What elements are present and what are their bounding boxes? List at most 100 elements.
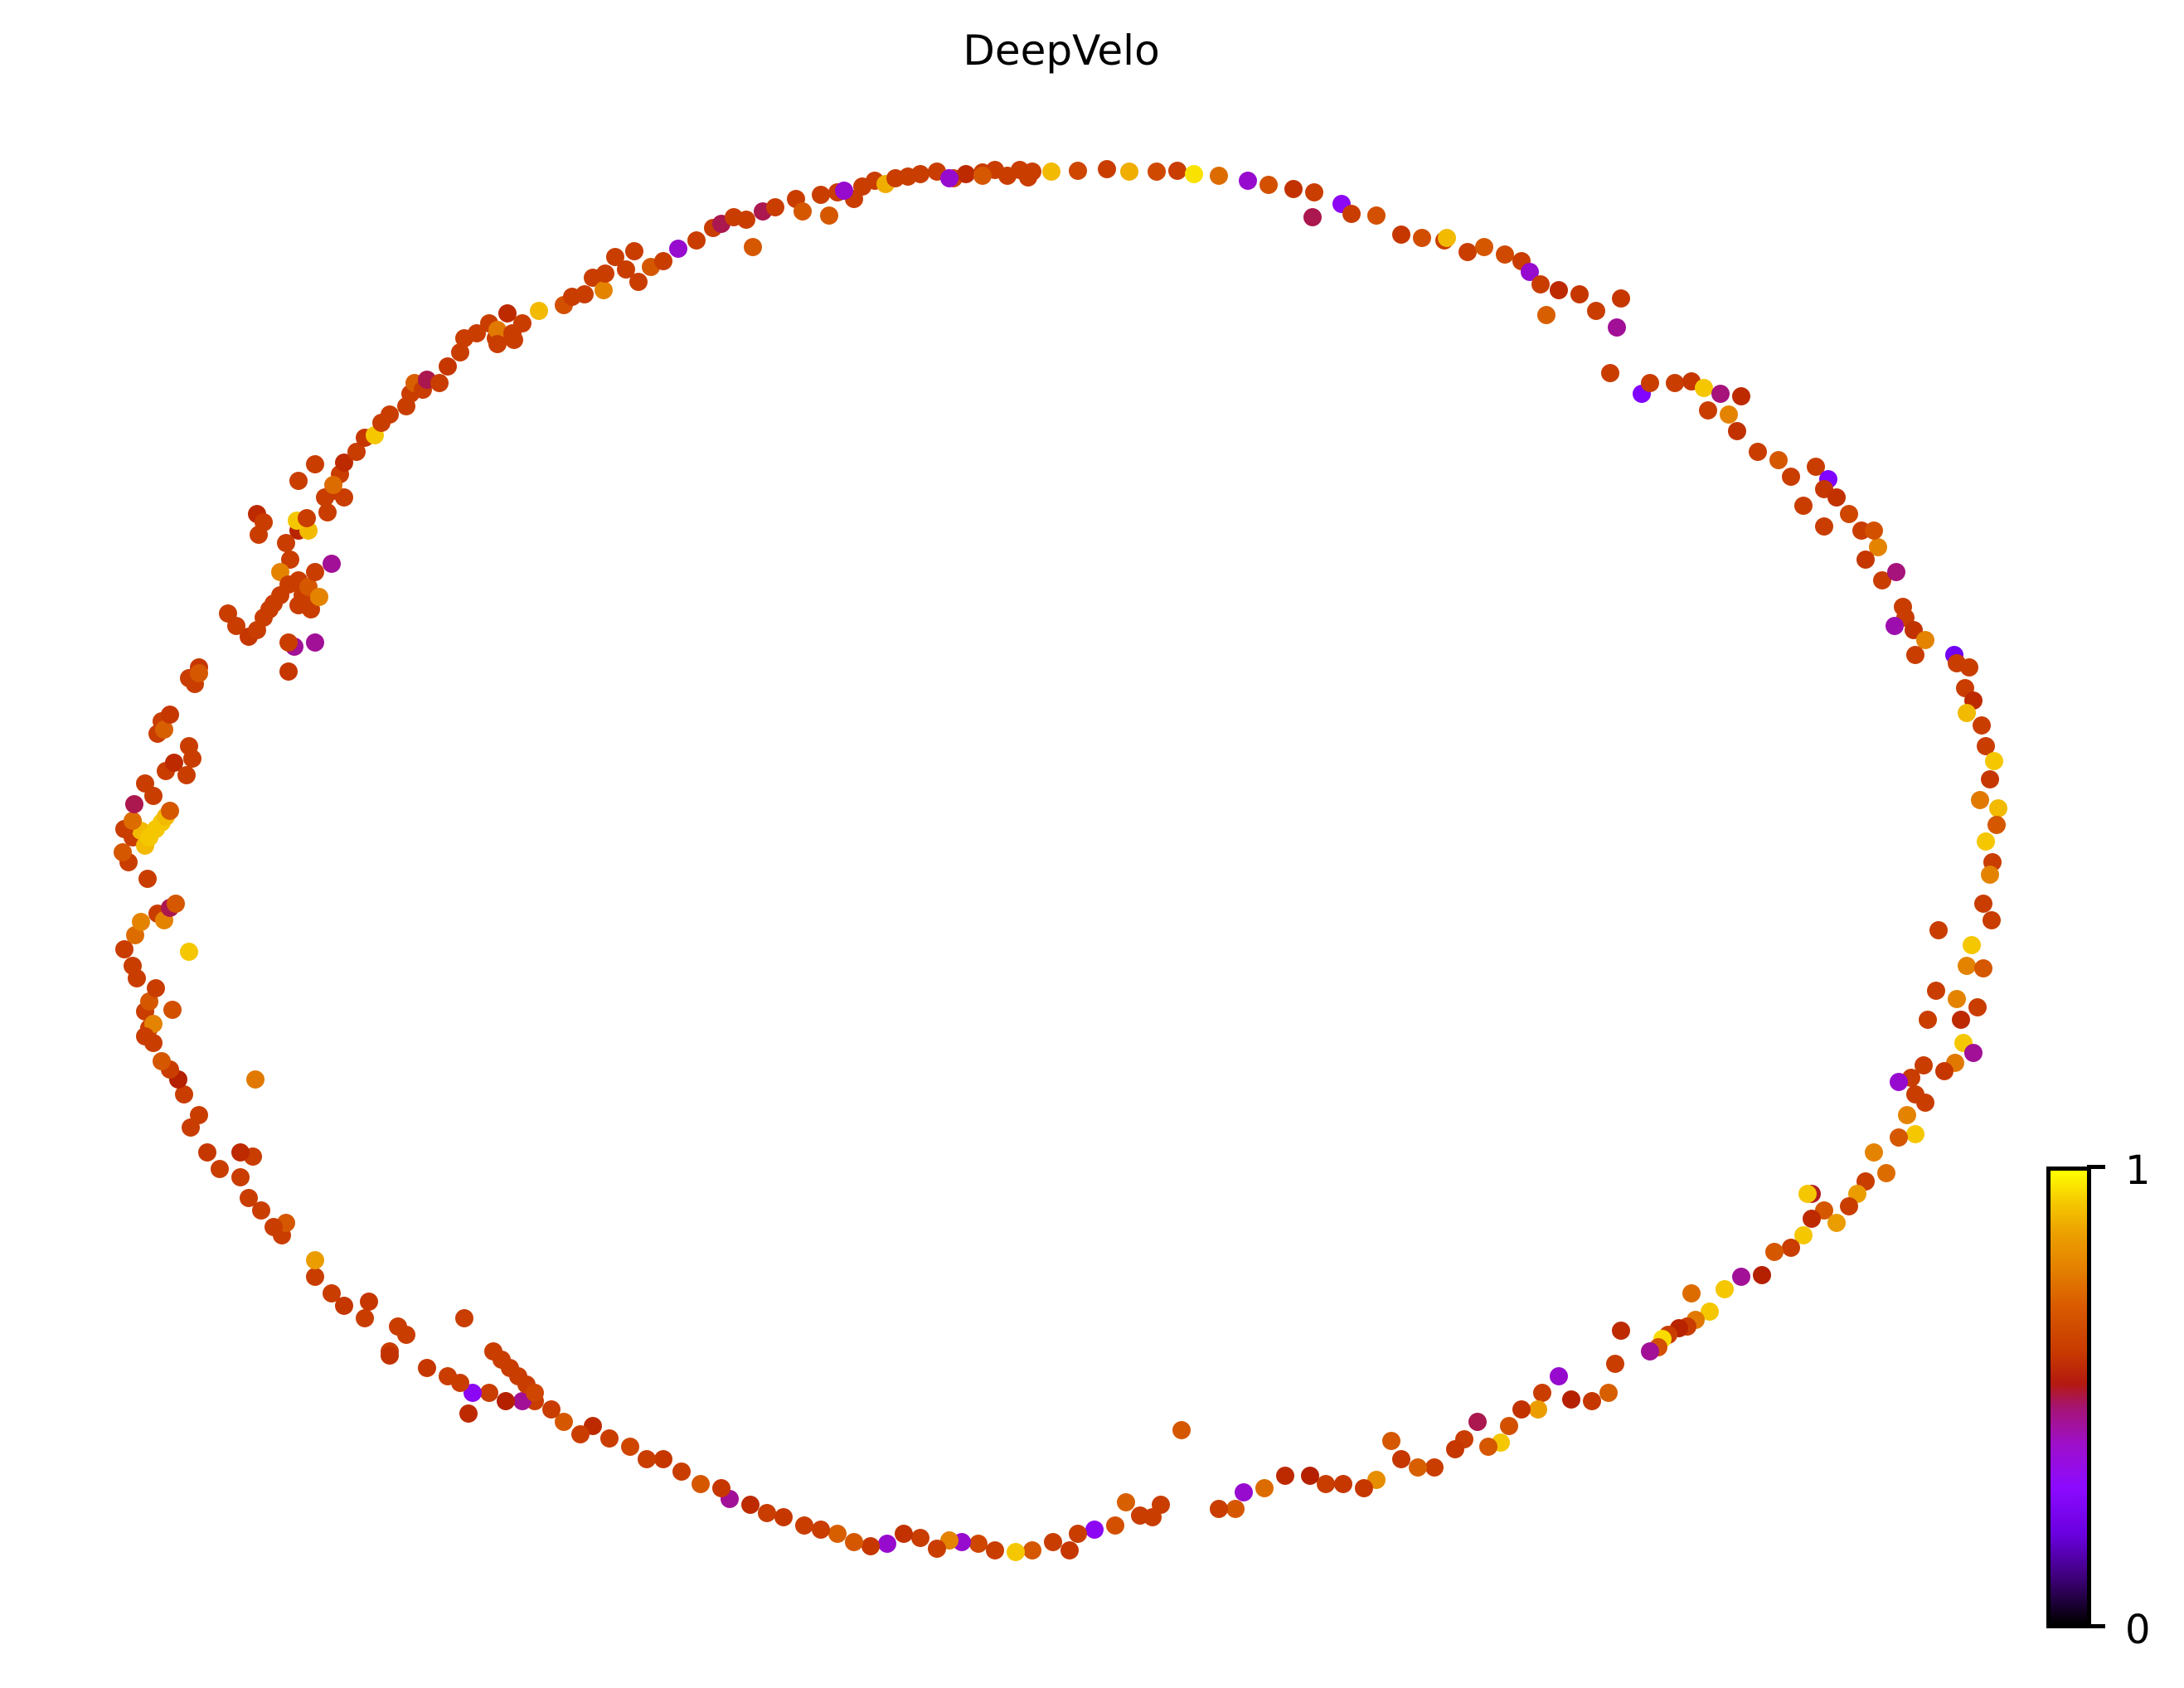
data-point <box>1898 1106 1916 1124</box>
data-point <box>1906 1125 1924 1143</box>
data-point <box>1807 458 1825 476</box>
data-point <box>969 1535 988 1553</box>
colorbar <box>2046 1167 2091 1628</box>
data-point <box>1259 176 1278 194</box>
data-point <box>240 1189 258 1207</box>
data-point <box>231 1143 250 1162</box>
data-point <box>940 169 959 187</box>
data-point <box>180 943 198 961</box>
data-point <box>335 454 353 472</box>
data-point <box>1948 990 1966 1008</box>
data-point <box>1916 1094 1934 1112</box>
data-point <box>1521 263 1539 281</box>
data-point <box>617 260 635 279</box>
chart-title: DeepVelo <box>963 27 1160 75</box>
data-point <box>1890 1128 1908 1147</box>
data-point <box>1458 243 1477 261</box>
data-point <box>1916 631 1934 649</box>
data-point <box>1587 302 1605 320</box>
data-point <box>1732 1268 1750 1286</box>
data-point <box>1060 1541 1079 1559</box>
data-point <box>1210 1500 1228 1518</box>
data-point <box>1098 160 1116 178</box>
data-point <box>1682 1284 1701 1302</box>
data-point <box>1496 245 1514 264</box>
data-point <box>654 1450 672 1468</box>
data-point <box>1827 488 1846 507</box>
data-point <box>1479 1438 1497 1456</box>
data-point <box>1827 1214 1846 1232</box>
data-point <box>1958 957 1976 975</box>
data-point <box>1716 1280 1734 1298</box>
data-point <box>625 242 643 260</box>
data-point <box>1468 1413 1487 1431</box>
data-point <box>672 1462 691 1481</box>
data-point <box>1732 387 1750 405</box>
data-point <box>1971 791 1989 809</box>
data-point <box>1276 1467 1294 1485</box>
data-point <box>1185 165 1203 183</box>
data-point <box>183 749 201 768</box>
data-point <box>1749 443 1767 461</box>
data-point <box>542 1400 561 1419</box>
data-point <box>911 165 929 183</box>
data-point <box>459 1404 478 1423</box>
data-point <box>911 1529 929 1547</box>
data-point <box>125 795 143 813</box>
data-point <box>488 321 507 339</box>
data-point <box>246 1070 265 1089</box>
data-point <box>1570 285 1589 303</box>
data-point <box>165 754 183 772</box>
data-point <box>306 633 324 652</box>
data-point <box>1044 1533 1062 1551</box>
data-point <box>1974 959 1992 977</box>
data-point <box>1720 405 1738 424</box>
data-point <box>289 472 308 490</box>
data-point <box>1815 517 1833 536</box>
data-point <box>1512 1400 1531 1419</box>
data-point <box>654 252 672 270</box>
data-point <box>928 1540 946 1558</box>
data-point <box>973 167 992 185</box>
data-point <box>281 551 299 569</box>
data-point <box>1317 1475 1335 1493</box>
data-point <box>737 211 755 229</box>
data-point <box>155 720 173 739</box>
data-point <box>1840 505 1858 523</box>
data-point <box>1069 1525 1087 1543</box>
data-point <box>1023 1541 1041 1559</box>
data-point <box>526 1384 544 1402</box>
data-point <box>1840 1197 1858 1215</box>
data-point <box>741 1496 760 1514</box>
data-point <box>845 1533 863 1551</box>
data-point <box>1085 1521 1104 1539</box>
data-point <box>161 802 179 820</box>
data-point <box>1983 911 2001 929</box>
data-point <box>468 324 486 342</box>
data-point <box>289 596 308 614</box>
data-point <box>692 1475 710 1493</box>
data-point <box>774 1508 793 1526</box>
data-point <box>498 304 517 323</box>
data-point <box>835 182 853 200</box>
data-point <box>211 1160 229 1178</box>
data-point <box>986 1541 1004 1559</box>
data-point <box>1765 1243 1784 1261</box>
data-point <box>1438 229 1456 247</box>
data-point <box>794 202 812 221</box>
data-point <box>252 1201 270 1220</box>
data-point <box>1798 1185 1817 1203</box>
data-point <box>451 343 469 361</box>
data-point <box>1531 275 1550 293</box>
colorbar-tick-max <box>2087 1165 2105 1169</box>
data-point <box>629 273 648 291</box>
data-point <box>1210 167 1228 185</box>
data-point <box>463 1384 482 1402</box>
data-point <box>124 957 142 975</box>
data-point <box>1989 799 2007 817</box>
data-point <box>1413 229 1431 247</box>
data-point <box>279 662 298 681</box>
data-point <box>161 706 179 724</box>
data-point <box>175 1085 193 1104</box>
data-point <box>455 1309 473 1327</box>
